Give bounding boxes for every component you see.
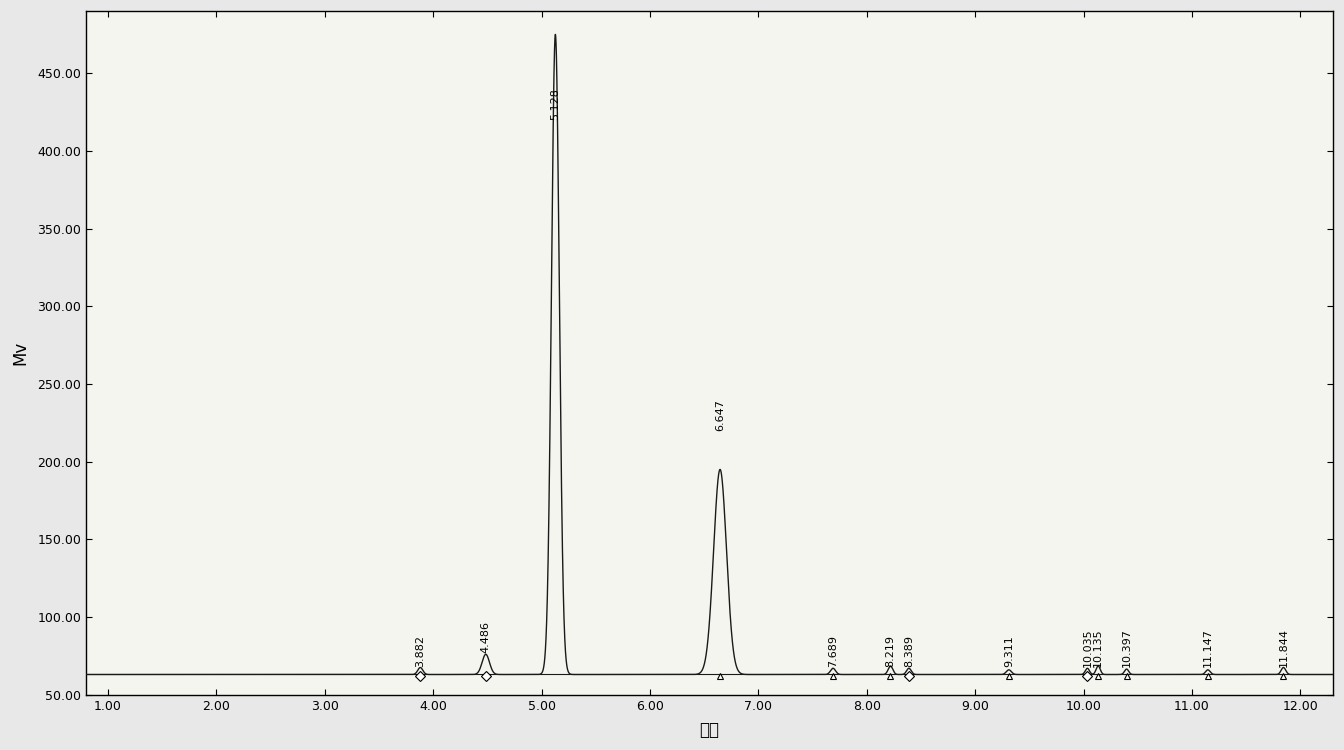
Text: 3.882: 3.882 bbox=[415, 634, 425, 667]
Text: 10.135: 10.135 bbox=[1093, 628, 1103, 667]
Text: 10.035: 10.035 bbox=[1082, 628, 1093, 667]
Text: 6.647: 6.647 bbox=[715, 399, 724, 430]
X-axis label: 分钟: 分钟 bbox=[699, 721, 719, 739]
Text: 11.147: 11.147 bbox=[1203, 628, 1212, 667]
Text: 4.486: 4.486 bbox=[481, 621, 491, 652]
Text: 7.689: 7.689 bbox=[828, 634, 839, 667]
Text: 10.397: 10.397 bbox=[1122, 628, 1132, 667]
Text: 11.844: 11.844 bbox=[1278, 628, 1289, 667]
Text: 9.311: 9.311 bbox=[1004, 635, 1013, 667]
Y-axis label: Mv: Mv bbox=[11, 340, 30, 365]
Text: 8.219: 8.219 bbox=[886, 634, 895, 667]
Text: 8.389: 8.389 bbox=[905, 634, 914, 667]
Text: 5.128: 5.128 bbox=[551, 88, 560, 120]
